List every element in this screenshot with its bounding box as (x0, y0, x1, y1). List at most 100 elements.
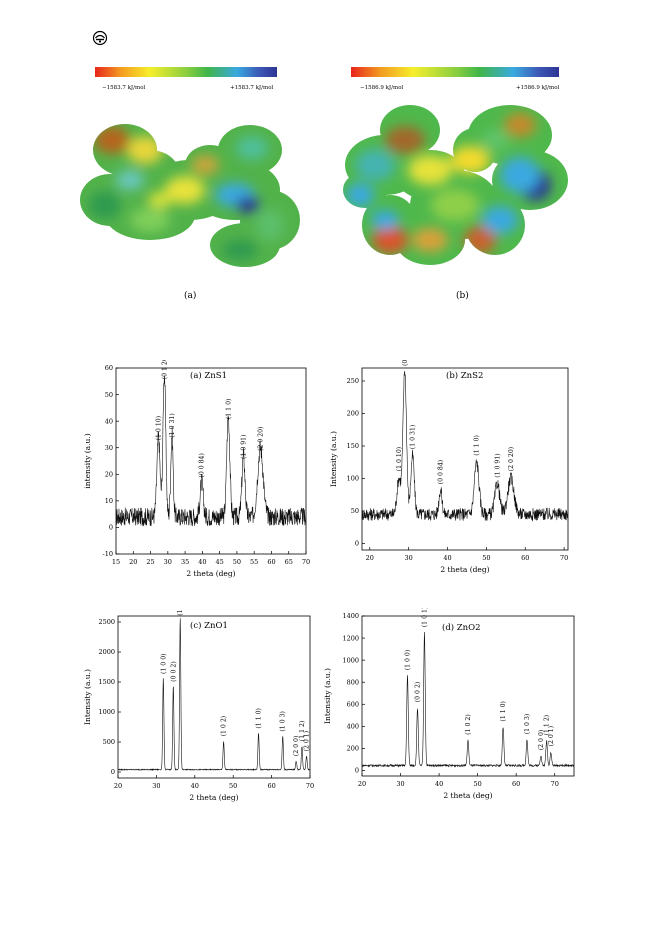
chart-title: (c) ZnO1 (190, 620, 228, 631)
y-tick-label: 0 (111, 768, 115, 776)
y-tick-label: 200 (347, 410, 359, 418)
y-tick-label: 0 (355, 767, 359, 775)
xrd-series-line (115, 375, 307, 527)
xrd-series-line (361, 632, 575, 768)
y-tick-label: 1000 (342, 656, 359, 664)
y-tick-label: 2000 (98, 648, 115, 656)
peak-label: (1 0 0) (160, 653, 167, 674)
y-tick-label: 2500 (98, 618, 115, 626)
y-tick-label: 0 (355, 540, 359, 548)
x-tick-label: 40 (435, 780, 443, 788)
x-tick-label: 45 (215, 558, 223, 566)
x-tick-label: 20 (114, 782, 122, 790)
colorbar-a (95, 67, 277, 77)
y-tick-label: 60 (105, 364, 113, 372)
colorbar-a-max-label: +1583.7 kJ/mol (230, 85, 274, 91)
x-tick-label: 20 (366, 554, 374, 562)
x-tick-label: 60 (267, 558, 275, 566)
x-tick-label: 15 (112, 558, 120, 566)
mep-surface-b (343, 105, 568, 265)
peak-label: (1 0 3) (280, 711, 287, 732)
mep-surface-a (80, 124, 300, 267)
peak-label: (1 0 1) (177, 608, 184, 616)
peak-label: (1 0 2) (465, 714, 472, 735)
x-tick-label: 40 (191, 782, 199, 790)
x-tick-label: 35 (181, 558, 189, 566)
x-tick-label: 50 (233, 558, 241, 566)
mol-label-b: (b) (456, 291, 469, 301)
y-tick-label: 10 (105, 497, 113, 505)
y-tick-label: -10 (103, 550, 113, 558)
colorbar-b (351, 67, 559, 77)
x-tick-label: 70 (302, 558, 310, 566)
x-axis-label: 2 theta (deg) (189, 793, 238, 802)
peak-label: (2 0 1) (304, 731, 311, 752)
y-axis-label: intensity (a.u.) (83, 433, 92, 488)
x-tick-label: 50 (229, 782, 237, 790)
xrd-chart-zns2: 20 30 40 50 60 70 0 50 100 150 200 250 2 theta (deg)… (329, 360, 569, 574)
x-tick-label: 30 (405, 554, 413, 562)
x-axis-label: 2 theta (deg) (443, 791, 492, 800)
x-tick-label: 65 (285, 558, 293, 566)
peak-label: (0 1 20) (161, 360, 168, 379)
peak-label: (1 0 91) (240, 434, 247, 459)
y-tick-label: 50 (351, 507, 359, 515)
colorbar-b-max-label: +1586.9 kJ/mol (516, 85, 560, 91)
xrd-series-line (117, 618, 311, 772)
x-tick-label: 30 (396, 780, 404, 788)
y-tick-label: 1200 (342, 634, 359, 642)
plot-frame (117, 615, 311, 779)
y-tick-label: 1000 (98, 708, 115, 716)
y-tick-label: 1500 (98, 678, 115, 686)
x-tick-label: 50 (482, 554, 490, 562)
y-tick-label: 100 (347, 475, 359, 483)
plot-frame (361, 615, 575, 777)
xrd-chart-zns1: 15 20 25 30 35 40 45 50 55 60 65 70 -10 0 10 20 30 40 50 60… (83, 360, 310, 578)
peak-label: (1 1 0) (500, 701, 507, 722)
x-tick-label: 60 (512, 780, 520, 788)
peak-label: (1 1 0) (474, 435, 481, 456)
y-tick-label: 1400 (342, 612, 359, 620)
x-tick-label: 70 (551, 780, 559, 788)
y-tick-label: 30 (105, 444, 113, 452)
x-tick-label: 60 (267, 782, 275, 790)
peak-label: (2 0 20) (257, 427, 264, 452)
xrd-series-line (361, 371, 569, 522)
peak-label: (0 0 84) (438, 460, 445, 485)
peak-label: (1 0 3) (524, 714, 531, 735)
x-tick-label: 50 (473, 780, 481, 788)
y-tick-label: 50 (105, 391, 113, 399)
x-axis-label: 2 theta (deg) (440, 565, 489, 574)
mep-surfaces (80, 105, 568, 267)
peak-label: (1 1 0) (256, 708, 263, 729)
peak-label: (2 0 0) (293, 736, 300, 757)
x-axis-label: 2 theta (deg) (186, 569, 235, 578)
peak-label: (1 0 31) (169, 413, 176, 438)
x-tick-label: 20 (129, 558, 137, 566)
x-tick-label: 25 (146, 558, 154, 566)
x-tick-label: 60 (521, 554, 529, 562)
x-tick-label: 55 (250, 558, 258, 566)
peak-label: (1 0 1) (421, 608, 428, 627)
peak-label: (1 0 0) (404, 650, 411, 671)
y-axis-label: Intensity (a.u.) (329, 431, 338, 487)
x-tick-label: 20 (358, 780, 366, 788)
y-tick-label: 20 (105, 470, 113, 478)
y-tick-label: 400 (347, 723, 359, 731)
x-tick-label: 30 (152, 782, 160, 790)
y-tick-label: 150 (347, 442, 359, 450)
x-tick-label: 30 (164, 558, 172, 566)
peak-label: (2 0 20) (508, 447, 515, 472)
y-tick-label: 600 (347, 700, 359, 708)
x-tick-label: 40 (443, 554, 451, 562)
x-tick-label: 70 (306, 782, 314, 790)
plot-frame (361, 367, 569, 551)
colorbar-a-min-label: −1583.7 kJ/mol (102, 85, 146, 91)
colorbar-b-min-label: −1586.9 kJ/mol (360, 85, 404, 91)
peak-label: (0 0 84) (199, 453, 206, 478)
y-axis-label: Intensity (a.u.) (323, 668, 332, 724)
y-tick-label: 0 (109, 524, 113, 532)
peak-label: (2 0 1) (548, 726, 555, 747)
journal-logo-icon (92, 30, 108, 46)
y-tick-label: 40 (105, 417, 113, 425)
